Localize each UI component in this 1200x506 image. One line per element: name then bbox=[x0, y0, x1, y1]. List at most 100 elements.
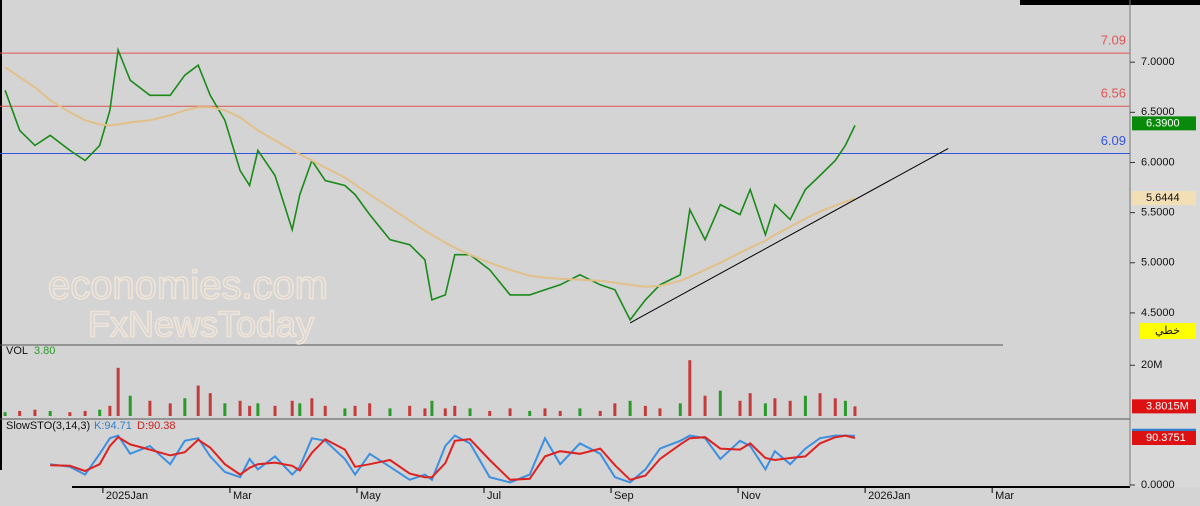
volume-last: 3.80 bbox=[34, 345, 55, 357]
volume-bar bbox=[678, 403, 682, 416]
volume-bar bbox=[718, 390, 722, 416]
x-tick-label: 2025Jan bbox=[106, 490, 148, 502]
volume-bar bbox=[558, 410, 562, 416]
x-tick-label: Sep bbox=[614, 490, 634, 502]
volume-bar bbox=[748, 393, 752, 416]
volume-bar bbox=[343, 408, 347, 416]
volume-bar bbox=[613, 403, 617, 416]
series-line bbox=[4, 46, 856, 322]
volume-bar bbox=[578, 408, 582, 416]
x-tick-label: Mar bbox=[995, 490, 1014, 502]
scale-mode-button[interactable] bbox=[1140, 323, 1196, 339]
top-strip bbox=[1020, 0, 1200, 5]
value-badge bbox=[1132, 431, 1196, 446]
stoch-title: SlowSTO(3,14,3) bbox=[6, 420, 90, 432]
watermark: economies.com bbox=[48, 264, 328, 308]
volume-bar bbox=[688, 360, 692, 416]
x-tick-label: Nov bbox=[741, 490, 761, 502]
volume-title: VOL bbox=[6, 345, 28, 357]
right-axis-area bbox=[1130, 0, 1200, 487]
level-label: 6.56 bbox=[1101, 86, 1126, 101]
volume-bar bbox=[408, 405, 412, 416]
y-tick-label: 7.0000 bbox=[1141, 56, 1175, 68]
volume-bar bbox=[833, 398, 837, 416]
volume-bar bbox=[803, 395, 807, 416]
volume-bar bbox=[168, 403, 172, 416]
volume-bar bbox=[763, 403, 767, 416]
volume-bar bbox=[658, 408, 662, 416]
y-tick-label: 0.0000 bbox=[1141, 479, 1175, 491]
level-label: 6.09 bbox=[1101, 133, 1126, 148]
x-tick-label: Jul bbox=[487, 490, 501, 502]
volume-bar bbox=[423, 408, 427, 416]
volume-bar bbox=[310, 398, 314, 416]
scale-mode-label[interactable]: خطي bbox=[1155, 325, 1180, 337]
volume-bar bbox=[843, 400, 847, 416]
series-line bbox=[4, 66, 856, 288]
volume-bar bbox=[443, 408, 447, 416]
volume-bar bbox=[543, 408, 547, 416]
value-badge bbox=[1132, 116, 1196, 131]
y-tick-label: 5.0000 bbox=[1141, 257, 1175, 269]
volume-bar bbox=[788, 400, 792, 416]
value-badge-label: 6.3900 bbox=[1146, 117, 1180, 129]
volume-bar bbox=[256, 403, 260, 416]
volume-bar bbox=[18, 410, 22, 416]
left-border bbox=[0, 0, 2, 470]
value-badge-label: 90.3751 bbox=[1146, 432, 1186, 444]
volume-bar bbox=[368, 403, 372, 416]
volume-bar bbox=[208, 393, 212, 416]
volume-bar bbox=[238, 400, 242, 416]
volume-bar bbox=[68, 412, 72, 416]
watermark: FxNewsToday bbox=[88, 304, 314, 345]
volume-bar bbox=[598, 410, 602, 416]
volume-bar bbox=[128, 395, 132, 416]
volume-bar bbox=[628, 400, 632, 416]
volume-bar bbox=[453, 405, 457, 416]
y-tick-label: 6.5000 bbox=[1141, 106, 1175, 118]
volume-bar bbox=[853, 406, 857, 416]
volume-bar bbox=[273, 405, 277, 416]
stoch-d-label: D:90.38 bbox=[137, 420, 176, 432]
value-badge-label: 5.6444 bbox=[1146, 192, 1180, 204]
x-tick-label: 2026Jan bbox=[868, 490, 910, 502]
volume-bar bbox=[353, 405, 357, 416]
trend-line bbox=[629, 147, 949, 324]
volume-bar bbox=[108, 405, 112, 416]
volume-bar bbox=[3, 412, 7, 416]
y-tick-label: 6.0000 bbox=[1141, 156, 1175, 168]
y-tick-label: 5.5000 bbox=[1141, 207, 1175, 219]
value-badge bbox=[1132, 399, 1196, 414]
volume-bar bbox=[703, 395, 707, 416]
volume-bar bbox=[48, 410, 52, 416]
volume-bar bbox=[773, 398, 777, 416]
x-axis-strip bbox=[0, 487, 1200, 506]
volume-bar bbox=[818, 393, 822, 416]
volume-bar bbox=[528, 410, 532, 416]
y-tick-label: 20M bbox=[1141, 359, 1162, 371]
value-badge bbox=[1132, 191, 1196, 206]
value-badge-label: 3.8015M bbox=[1146, 400, 1189, 412]
volume-bar bbox=[196, 385, 200, 416]
volume-bar bbox=[323, 405, 327, 416]
volume-bar bbox=[290, 400, 294, 416]
stoch-k-label: K:94.71 bbox=[94, 420, 132, 432]
volume-bar bbox=[148, 400, 152, 416]
volume-bar bbox=[738, 400, 742, 416]
series-line bbox=[50, 434, 856, 481]
y-tick-label: 4.5000 bbox=[1141, 307, 1175, 319]
volume-bar bbox=[488, 410, 492, 416]
volume-bar bbox=[298, 403, 302, 416]
x-tick-label: Mar bbox=[233, 490, 252, 502]
volume-bar bbox=[98, 409, 102, 416]
x-tick-label: May bbox=[360, 490, 381, 502]
volume-bar bbox=[183, 398, 187, 416]
volume-bar bbox=[388, 408, 392, 416]
volume-bar bbox=[430, 400, 434, 416]
series-line bbox=[50, 434, 856, 484]
volume-bar bbox=[116, 367, 120, 416]
volume-bar bbox=[643, 405, 647, 416]
volume-bar bbox=[248, 405, 252, 416]
